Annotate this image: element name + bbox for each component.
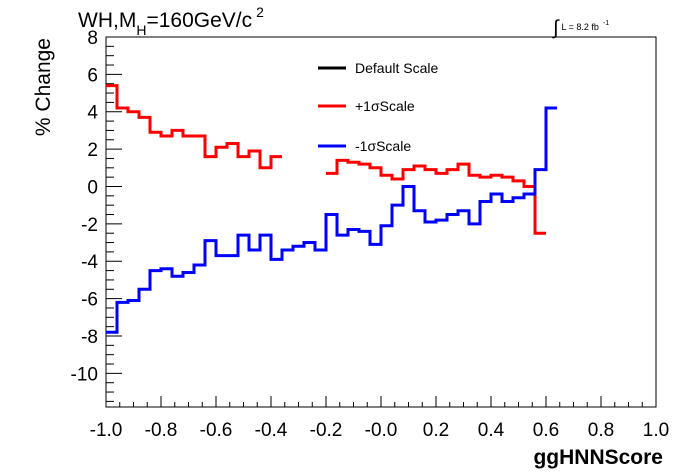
x-tick-label: -0.0 [365,420,398,441]
y-tick-label: -6 [81,290,98,311]
y-tick-label: 8 [87,28,98,49]
series-layer [106,84,557,334]
y-tick-label: 6 [87,65,98,86]
title-superscript: 2 [256,4,264,20]
legend-label: Default Scale [355,60,438,76]
title-rest: =160GeV/c [146,9,252,32]
plot-frame [105,36,657,408]
series-2 [106,106,557,334]
luminosity-text: L = 8.2 fb [561,22,598,32]
x-tick-label: 1.0 [643,420,669,441]
series-line [326,158,546,235]
x-tick-label: 0.2 [423,420,449,441]
legend: Default Scale +1σScale -1σScale [318,60,438,154]
x-axis-title: ggHNNScore [533,446,663,469]
x-tick-label: 0.8 [588,420,614,441]
legend-label: -1σScale [355,138,411,154]
x-tick-label: 0.6 [533,420,559,441]
y-tick-label: 4 [87,103,98,124]
luminosity-label: ∫ L = 8.2 fb -1 [552,17,609,39]
y-tick-label: -2 [81,215,98,236]
series-line [106,84,282,170]
axis-layer: -1.0 -0.8 -0.6 -0.4 -0.2 -0.0 0.2 0.4 0.6 0.8 1.0 -… [71,28,670,441]
y-tick-label: -8 [81,327,98,348]
title-subscript: H [136,22,146,38]
luminosity-superscript: -1 [603,20,609,27]
series-line [106,106,557,334]
integral-symbol: ∫ [552,17,560,39]
y-tick-label: -10 [71,364,98,385]
x-tick-label: -0.6 [200,420,233,441]
x-tick-label: -0.8 [145,420,178,441]
series-1 [106,84,546,235]
x-tick-label: -0.4 [255,420,288,441]
x-tick-label: -1.0 [90,420,123,441]
y-tick-label: 0 [87,177,98,198]
chart-title: WH,MH=160GeV/c 2 [78,4,264,38]
y-tick-label: 2 [87,140,98,161]
legend-label: +1σScale [355,98,415,114]
x-tick-label: -0.2 [310,420,343,441]
y-axis-title: % Change [32,38,55,136]
title-main: WH,M [78,9,136,32]
y-tick-label: -4 [81,252,98,273]
x-tick-label: 0.4 [478,420,505,441]
